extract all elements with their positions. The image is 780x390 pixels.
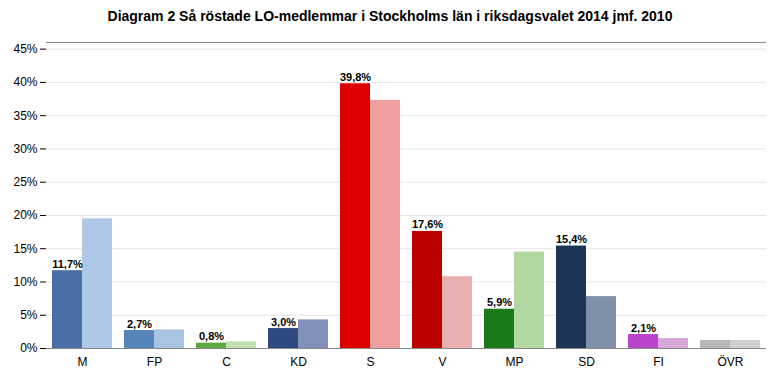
svg-text:SD: SD <box>578 355 595 369</box>
svg-text:FI: FI <box>653 355 664 369</box>
svg-text:17,6%: 17,6% <box>412 218 443 230</box>
svg-text:5%: 5% <box>20 308 38 322</box>
svg-text:2,1%: 2,1% <box>631 322 656 334</box>
svg-text:M: M <box>78 355 88 369</box>
svg-text:V: V <box>438 355 446 369</box>
svg-text:30%: 30% <box>13 142 37 156</box>
svg-text:10%: 10% <box>13 275 37 289</box>
svg-text:2,7%: 2,7% <box>127 318 152 330</box>
svg-text:39,8%: 39,8% <box>340 71 371 83</box>
svg-text:0%: 0% <box>20 341 38 355</box>
svg-text:20%: 20% <box>13 208 37 222</box>
svg-text:25%: 25% <box>13 175 37 189</box>
svg-text:3,0%: 3,0% <box>271 316 296 328</box>
svg-text:0,8%: 0,8% <box>199 330 224 342</box>
svg-text:MP: MP <box>506 355 524 369</box>
svg-text:S: S <box>366 355 374 369</box>
svg-text:KD: KD <box>290 355 307 369</box>
svg-text:FP: FP <box>147 355 162 369</box>
svg-text:11,7%: 11,7% <box>52 258 83 270</box>
html-text:Diagram 2 Så röstade LO-medlem: Diagram 2 Så röstade LO-medlemmar i Stoc… <box>107 8 673 24</box>
svg-text:35%: 35% <box>13 109 37 123</box>
svg-text:15,4%: 15,4% <box>556 233 587 245</box>
svg-text:45%: 45% <box>13 42 37 56</box>
svg-text:C: C <box>222 355 231 369</box>
svg-text:15%: 15% <box>13 242 37 256</box>
svg-text:5,9%: 5,9% <box>487 296 512 308</box>
svg-text:ÖVR: ÖVR <box>717 355 743 369</box>
svg-text:40%: 40% <box>13 75 37 89</box>
